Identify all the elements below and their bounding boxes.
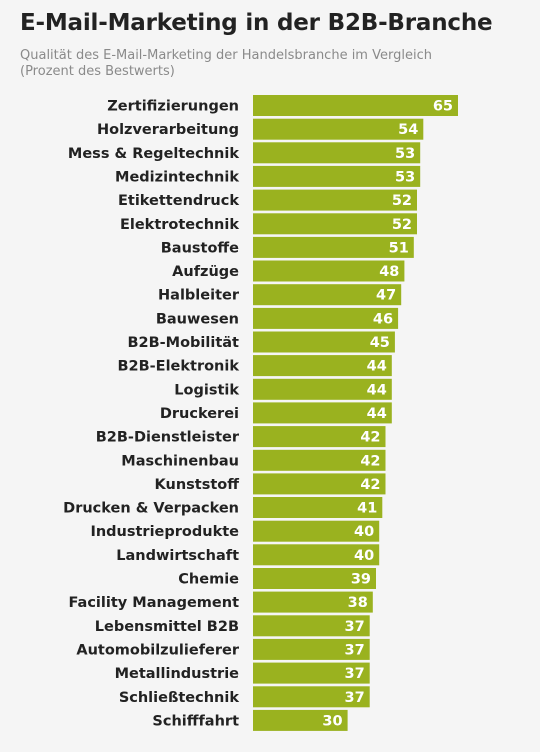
category-label: Etikettendruck — [118, 193, 239, 209]
category-label: Industrieprodukte — [90, 524, 239, 540]
bar — [253, 615, 370, 637]
category-label: Baustoffe — [161, 240, 239, 256]
value-label: 51 — [389, 240, 409, 256]
chart-title: E-Mail-Marketing in der B2B-Branche — [20, 10, 493, 36]
value-label: 46 — [373, 311, 393, 327]
category-label: Logistik — [174, 382, 239, 398]
category-label: Halbleiter — [158, 288, 240, 304]
value-label: 52 — [392, 193, 412, 209]
value-label: 41 — [357, 501, 377, 517]
category-label: B2B-Mobilität — [127, 335, 239, 351]
value-label: 37 — [345, 666, 365, 682]
category-label: Maschinenbau — [121, 453, 239, 469]
value-label: 52 — [392, 217, 412, 233]
value-label: 42 — [360, 453, 380, 469]
bar — [253, 568, 376, 589]
bar — [253, 95, 458, 116]
category-label: Zertifizierungen — [107, 99, 239, 115]
bar — [253, 497, 383, 518]
category-label: Metallindustrie — [115, 666, 240, 682]
bar — [253, 402, 392, 424]
value-label: 37 — [345, 642, 365, 658]
value-label: 48 — [379, 264, 399, 280]
value-label: 42 — [360, 430, 380, 446]
bar — [253, 426, 386, 448]
category-label: Kunststoff — [155, 477, 240, 493]
bar — [253, 638, 370, 660]
bar — [253, 142, 421, 164]
category-label: Aufzüge — [172, 264, 239, 280]
category-label: Landwirtschaft — [116, 548, 239, 564]
category-label: Bauwesen — [156, 311, 239, 327]
value-label: 45 — [370, 335, 390, 351]
chart-subtitle: Qualität des E-Mail-Marketing der Handel… — [20, 48, 520, 80]
category-label: Facility Management — [68, 595, 239, 611]
value-label: 53 — [395, 146, 415, 162]
category-label: Drucken & Verpacken — [63, 501, 239, 517]
bar — [253, 260, 405, 282]
subtitle-line-2: (Prozent des Bestwerts) — [20, 64, 175, 79]
category-label: Chemie — [178, 572, 239, 588]
value-label: 37 — [345, 690, 365, 706]
value-label: 38 — [348, 595, 368, 611]
value-label: 54 — [398, 122, 418, 138]
category-label: Schließtechnik — [119, 690, 240, 706]
value-label: 44 — [367, 382, 387, 398]
bar — [253, 236, 414, 258]
bar — [253, 165, 421, 187]
value-label: 53 — [395, 169, 415, 185]
category-label: Mess & Regeltechnik — [68, 146, 239, 162]
bar — [253, 189, 417, 211]
category-label: Druckerei — [160, 406, 239, 422]
bar — [253, 662, 370, 684]
bar — [253, 591, 373, 613]
value-label: 37 — [345, 619, 365, 635]
category-label: B2B-Elektronik — [117, 359, 239, 375]
category-label: Schifffahrt — [152, 713, 239, 729]
value-label: 40 — [354, 524, 374, 540]
bar — [253, 355, 392, 377]
bar — [253, 307, 399, 329]
bar — [253, 331, 395, 353]
category-label: Medizintechnik — [115, 169, 239, 185]
bar — [253, 709, 348, 731]
category-label: Holzverarbeitung — [97, 122, 239, 138]
bar — [253, 520, 380, 542]
category-label: Automobilzulieferer — [76, 642, 239, 658]
value-label: 42 — [360, 477, 380, 493]
bar — [253, 544, 380, 566]
bar — [253, 378, 392, 400]
bar — [253, 449, 386, 471]
value-label: 47 — [376, 288, 396, 304]
category-label: Lebensmittel B2B — [95, 619, 239, 635]
value-label: 30 — [322, 713, 342, 729]
category-label: B2B-Dienstleister — [96, 430, 240, 446]
bar — [253, 213, 417, 235]
value-label: 40 — [354, 548, 374, 564]
value-label: 65 — [433, 99, 453, 115]
category-label: Elektrotechnik — [120, 217, 239, 233]
value-label: 44 — [367, 406, 387, 422]
value-label: 39 — [351, 572, 371, 588]
value-label: 44 — [367, 359, 387, 375]
bar — [253, 686, 370, 708]
bar — [253, 284, 402, 306]
bar — [253, 118, 424, 140]
subtitle-line-1: Qualität des E-Mail-Marketing der Handel… — [20, 48, 432, 63]
bar — [253, 473, 386, 495]
